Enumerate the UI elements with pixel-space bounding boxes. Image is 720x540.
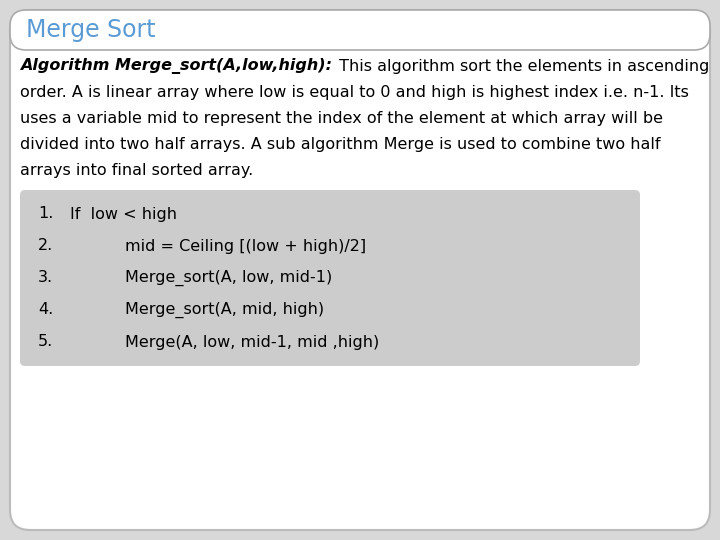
Text: 2.: 2. bbox=[38, 239, 53, 253]
Text: 5.: 5. bbox=[38, 334, 53, 349]
Text: 4.: 4. bbox=[38, 302, 53, 318]
Text: Merge(A, low, mid-1, mid ,high): Merge(A, low, mid-1, mid ,high) bbox=[125, 334, 379, 349]
Text: 3.: 3. bbox=[38, 271, 53, 286]
FancyBboxPatch shape bbox=[20, 190, 640, 366]
Text: uses a variable mid to represent the index of the element at which array will be: uses a variable mid to represent the ind… bbox=[20, 111, 663, 125]
Text: This algorithm sort the elements in ascending: This algorithm sort the elements in asce… bbox=[334, 58, 709, 73]
Text: Algorithm Merge_sort(A,low,high):: Algorithm Merge_sort(A,low,high): bbox=[20, 58, 332, 74]
Text: divided into two half arrays. A sub algorithm Merge is used to combine two half: divided into two half arrays. A sub algo… bbox=[20, 137, 660, 152]
Text: 1.: 1. bbox=[38, 206, 53, 221]
Text: arrays into final sorted array.: arrays into final sorted array. bbox=[20, 163, 253, 178]
Text: Merge_sort(A, mid, high): Merge_sort(A, mid, high) bbox=[125, 302, 324, 318]
Text: Merge_sort(A, low, mid-1): Merge_sort(A, low, mid-1) bbox=[125, 270, 332, 286]
Text: mid = Ceiling [(low + high)/2]: mid = Ceiling [(low + high)/2] bbox=[125, 239, 366, 253]
FancyBboxPatch shape bbox=[10, 10, 710, 530]
Text: Merge Sort: Merge Sort bbox=[26, 18, 156, 42]
FancyBboxPatch shape bbox=[10, 10, 710, 50]
Text: order. A is linear array where low is equal to 0 and high is highest index i.e. : order. A is linear array where low is eq… bbox=[20, 84, 689, 99]
Text: If  low < high: If low < high bbox=[70, 206, 177, 221]
